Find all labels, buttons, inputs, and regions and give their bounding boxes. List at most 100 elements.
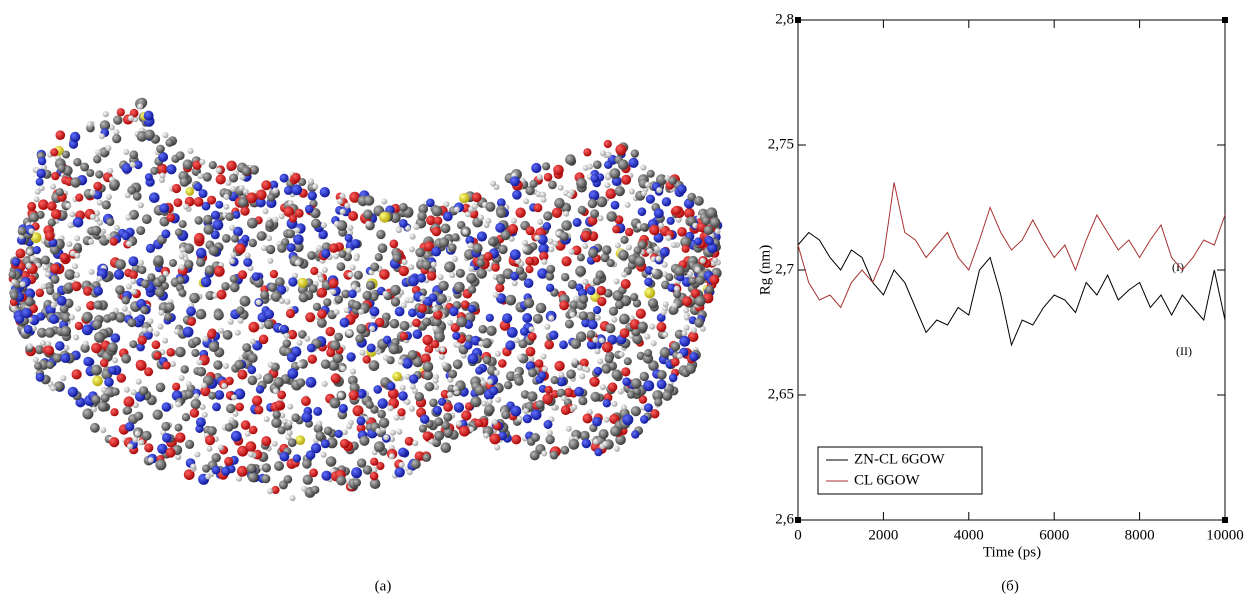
atom <box>417 211 427 221</box>
atom <box>100 393 110 403</box>
atom <box>483 222 490 229</box>
atom <box>611 400 618 407</box>
atom <box>287 438 297 448</box>
atom <box>41 255 50 265</box>
atom <box>69 314 75 321</box>
atom <box>291 413 301 423</box>
atom <box>93 181 103 191</box>
atom <box>648 360 659 372</box>
atom <box>82 340 89 347</box>
atom <box>285 308 296 319</box>
atom <box>194 232 205 244</box>
atom <box>673 290 682 299</box>
atom <box>540 353 547 360</box>
atom <box>296 339 303 346</box>
atom <box>452 359 463 370</box>
atom <box>464 341 473 350</box>
atom <box>14 314 25 324</box>
atom <box>399 320 410 331</box>
x-tick-label: 6000 <box>1039 527 1069 543</box>
atom <box>486 325 497 336</box>
atom <box>480 379 487 386</box>
atom <box>665 235 672 241</box>
atom <box>344 202 351 209</box>
atom <box>313 406 323 416</box>
atom <box>210 210 221 220</box>
atom <box>73 242 82 252</box>
atom <box>593 306 602 315</box>
atom <box>407 350 418 360</box>
atom <box>542 162 551 171</box>
atom <box>156 144 165 154</box>
atom <box>204 435 216 446</box>
atom <box>262 208 269 215</box>
atom <box>467 285 477 294</box>
atom <box>428 293 438 302</box>
atom <box>549 450 559 460</box>
atom <box>286 419 293 426</box>
atom <box>522 414 533 424</box>
atom <box>359 435 370 446</box>
atom <box>547 238 554 245</box>
atom <box>329 243 339 253</box>
atom <box>183 203 190 210</box>
atom <box>348 390 359 401</box>
atom <box>377 398 388 409</box>
atom <box>347 224 354 231</box>
atom <box>489 386 499 396</box>
atom <box>656 174 667 186</box>
atom <box>555 230 562 237</box>
atom <box>375 428 382 434</box>
atom <box>47 201 57 211</box>
annotation: (II) <box>1176 344 1192 358</box>
atom <box>438 237 450 248</box>
atom <box>60 375 67 382</box>
atom <box>237 270 248 280</box>
atom <box>108 311 117 321</box>
atom <box>235 402 245 412</box>
atom <box>408 308 417 318</box>
atom <box>476 258 485 268</box>
atom <box>365 220 372 227</box>
atom <box>637 321 648 332</box>
atom <box>200 386 211 397</box>
atom <box>461 410 472 421</box>
atom <box>308 178 314 185</box>
atom <box>522 408 529 414</box>
atom <box>301 485 308 492</box>
atom <box>125 214 132 221</box>
atom <box>73 334 80 341</box>
atom <box>347 271 354 278</box>
atom <box>207 330 216 339</box>
atom <box>612 225 621 234</box>
atom <box>261 245 268 252</box>
atom <box>291 184 303 196</box>
atom <box>283 475 293 484</box>
atom <box>334 429 343 438</box>
atom <box>221 383 228 389</box>
atom <box>687 192 696 202</box>
atom <box>635 308 646 319</box>
atom <box>535 191 542 198</box>
atom <box>99 120 111 131</box>
atom <box>538 243 550 255</box>
atom <box>203 214 213 225</box>
atom <box>159 203 170 214</box>
atom <box>232 210 241 219</box>
atom <box>579 358 589 368</box>
atom <box>358 308 364 315</box>
atom <box>571 358 578 365</box>
atom <box>181 413 191 422</box>
atom <box>452 385 459 392</box>
atom <box>91 406 97 413</box>
atom <box>542 393 554 405</box>
atom <box>332 352 344 364</box>
atom <box>709 217 721 228</box>
atom <box>215 167 222 174</box>
legend-label: ZN-CL 6GOW <box>854 451 946 467</box>
atom <box>609 168 621 179</box>
atom <box>675 216 682 223</box>
atom <box>398 219 408 228</box>
atom <box>210 230 220 240</box>
atom <box>590 209 600 219</box>
